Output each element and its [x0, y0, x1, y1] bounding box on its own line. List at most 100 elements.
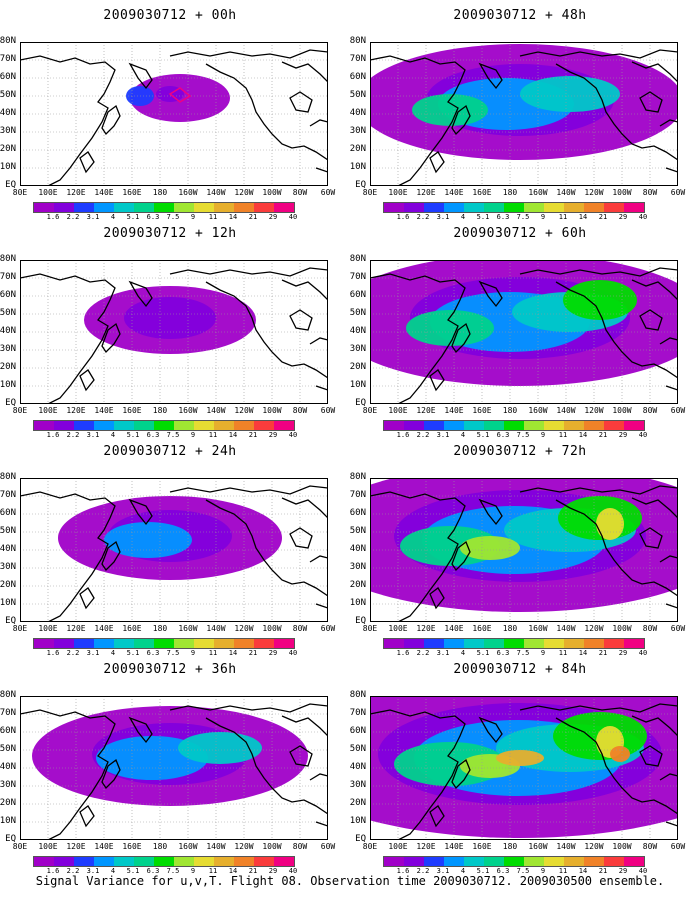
colorbar-swatch: [214, 203, 234, 212]
colorbar-tick-label: 40: [288, 431, 298, 439]
lat-tick-label: 10N: [0, 162, 16, 172]
colorbar-tick-label: 2.2: [66, 431, 80, 439]
colorbar-tick-label: 21: [248, 431, 258, 439]
lat-tick-label: EQ: [355, 834, 366, 844]
lon-tick-label: 180: [502, 624, 518, 633]
lat-tick-label: 50N: [0, 308, 16, 318]
colorbar-swatch: [464, 857, 484, 866]
coastline: [478, 280, 503, 308]
coastline: [555, 63, 678, 161]
colorbar-tick-label: 5.1: [476, 431, 490, 439]
lat-tick-label: 10N: [0, 816, 16, 826]
colorbar-swatch: [34, 857, 54, 866]
colorbar-swatch: [444, 421, 464, 430]
lat-tick-label: 10N: [349, 816, 366, 826]
colorbar-swatch: [214, 639, 234, 648]
colorbar-swatch: [34, 639, 54, 648]
map-area: [370, 260, 678, 404]
lon-tick-label: 120E: [416, 406, 436, 415]
coastline: [555, 717, 678, 815]
lon-tick-label: 100E: [388, 624, 408, 633]
coastline: [169, 49, 328, 59]
colorbar-swatch: [214, 857, 234, 866]
lon-tick-label: 140E: [94, 188, 114, 197]
lat-tick-label: EQ: [5, 398, 16, 408]
lon-tick-label: 180: [152, 842, 168, 851]
lon-tick-label: 80W: [642, 406, 658, 415]
lat-tick-label: 20N: [349, 362, 366, 372]
map-area: [20, 260, 328, 404]
colorbar-tick-label: 3.1: [436, 431, 450, 439]
lat-tick-label: 80N: [0, 254, 16, 264]
lat-tick-label: 10N: [349, 380, 366, 390]
colorbar: [383, 420, 645, 431]
colorbar-tick-label: 2.2: [66, 213, 80, 221]
lat-tick-label: 40N: [0, 108, 16, 118]
coastline: [478, 498, 503, 526]
coastline: [309, 555, 328, 563]
colorbar-swatch: [114, 857, 134, 866]
lon-tick-label: 100E: [38, 188, 58, 197]
coastline: [665, 385, 678, 391]
map-area: [370, 478, 678, 622]
colorbar-swatch: [154, 203, 174, 212]
coastline: [315, 385, 328, 391]
lon-tick-label: 60W: [320, 842, 336, 851]
lat-tick-label: 50N: [349, 526, 366, 536]
lon-tick-label: 100W: [262, 624, 282, 633]
coastline: [429, 151, 445, 174]
lat-tick-label: EQ: [355, 616, 366, 626]
coastline: [519, 267, 678, 277]
coastline: [429, 587, 445, 610]
colorbar-tick-label: 29: [618, 431, 628, 439]
coastline: [451, 104, 471, 136]
colorbar-swatch: [214, 421, 234, 430]
colorbar-tick-label: 9: [190, 867, 196, 875]
colorbar-tick-label: 9: [190, 649, 196, 657]
lon-tick-label: 140W: [206, 188, 226, 197]
colorbar-swatch: [624, 421, 644, 430]
panel-title: 2009030712 + 12h: [103, 226, 237, 241]
lat-tick-label: 50N: [349, 90, 366, 100]
colorbar-tick-label: 9: [190, 213, 196, 221]
lat-tick-label: 70N: [349, 272, 366, 282]
coastline: [281, 279, 328, 301]
lon-tick-label: 140E: [94, 406, 114, 415]
coastline: [631, 279, 678, 301]
colorbar-swatch: [544, 421, 564, 430]
colorbar-tick-label: 7.5: [166, 213, 180, 221]
lon-tick-label: 120W: [584, 406, 604, 415]
colorbar-swatch: [54, 203, 74, 212]
colorbar-tick-label: 14: [228, 213, 238, 221]
colorbar-tick-label: 11: [208, 867, 218, 875]
colorbar-tick-label: 6.3: [496, 867, 510, 875]
lon-tick-label: 180: [152, 406, 168, 415]
colorbar-swatch: [404, 203, 424, 212]
colorbar-swatch: [254, 857, 274, 866]
colorbar-swatch: [504, 203, 524, 212]
colorbar-tick-label: 3.1: [86, 431, 100, 439]
colorbar-tick-label: 2.2: [66, 867, 80, 875]
coastline: [478, 62, 503, 90]
variance-contour: [460, 536, 520, 560]
lat-tick-label: 20N: [0, 798, 16, 808]
flight-track: [168, 87, 192, 103]
colorbar-swatch: [174, 639, 194, 648]
colorbar-tick-label: 1.6: [46, 431, 60, 439]
coastline: [659, 773, 678, 781]
lon-tick-label: 140W: [556, 624, 576, 633]
lat-tick-label: 30N: [349, 126, 366, 136]
coastline: [128, 716, 153, 744]
lon-tick-label: 160E: [472, 842, 492, 851]
colorbar-tick-label: 7.5: [516, 213, 530, 221]
coastline: [79, 369, 95, 392]
colorbar-tick-label: 2.2: [416, 431, 430, 439]
colorbar-tick-label: 6.3: [146, 431, 160, 439]
lon-tick-label: 80W: [292, 406, 308, 415]
colorbar: [383, 202, 645, 213]
coastline: [101, 540, 121, 572]
colorbar-tick-label: 21: [598, 867, 608, 875]
lon-tick-label: 160W: [178, 624, 198, 633]
colorbar-swatch: [604, 639, 624, 648]
colorbar-swatch: [94, 421, 114, 430]
